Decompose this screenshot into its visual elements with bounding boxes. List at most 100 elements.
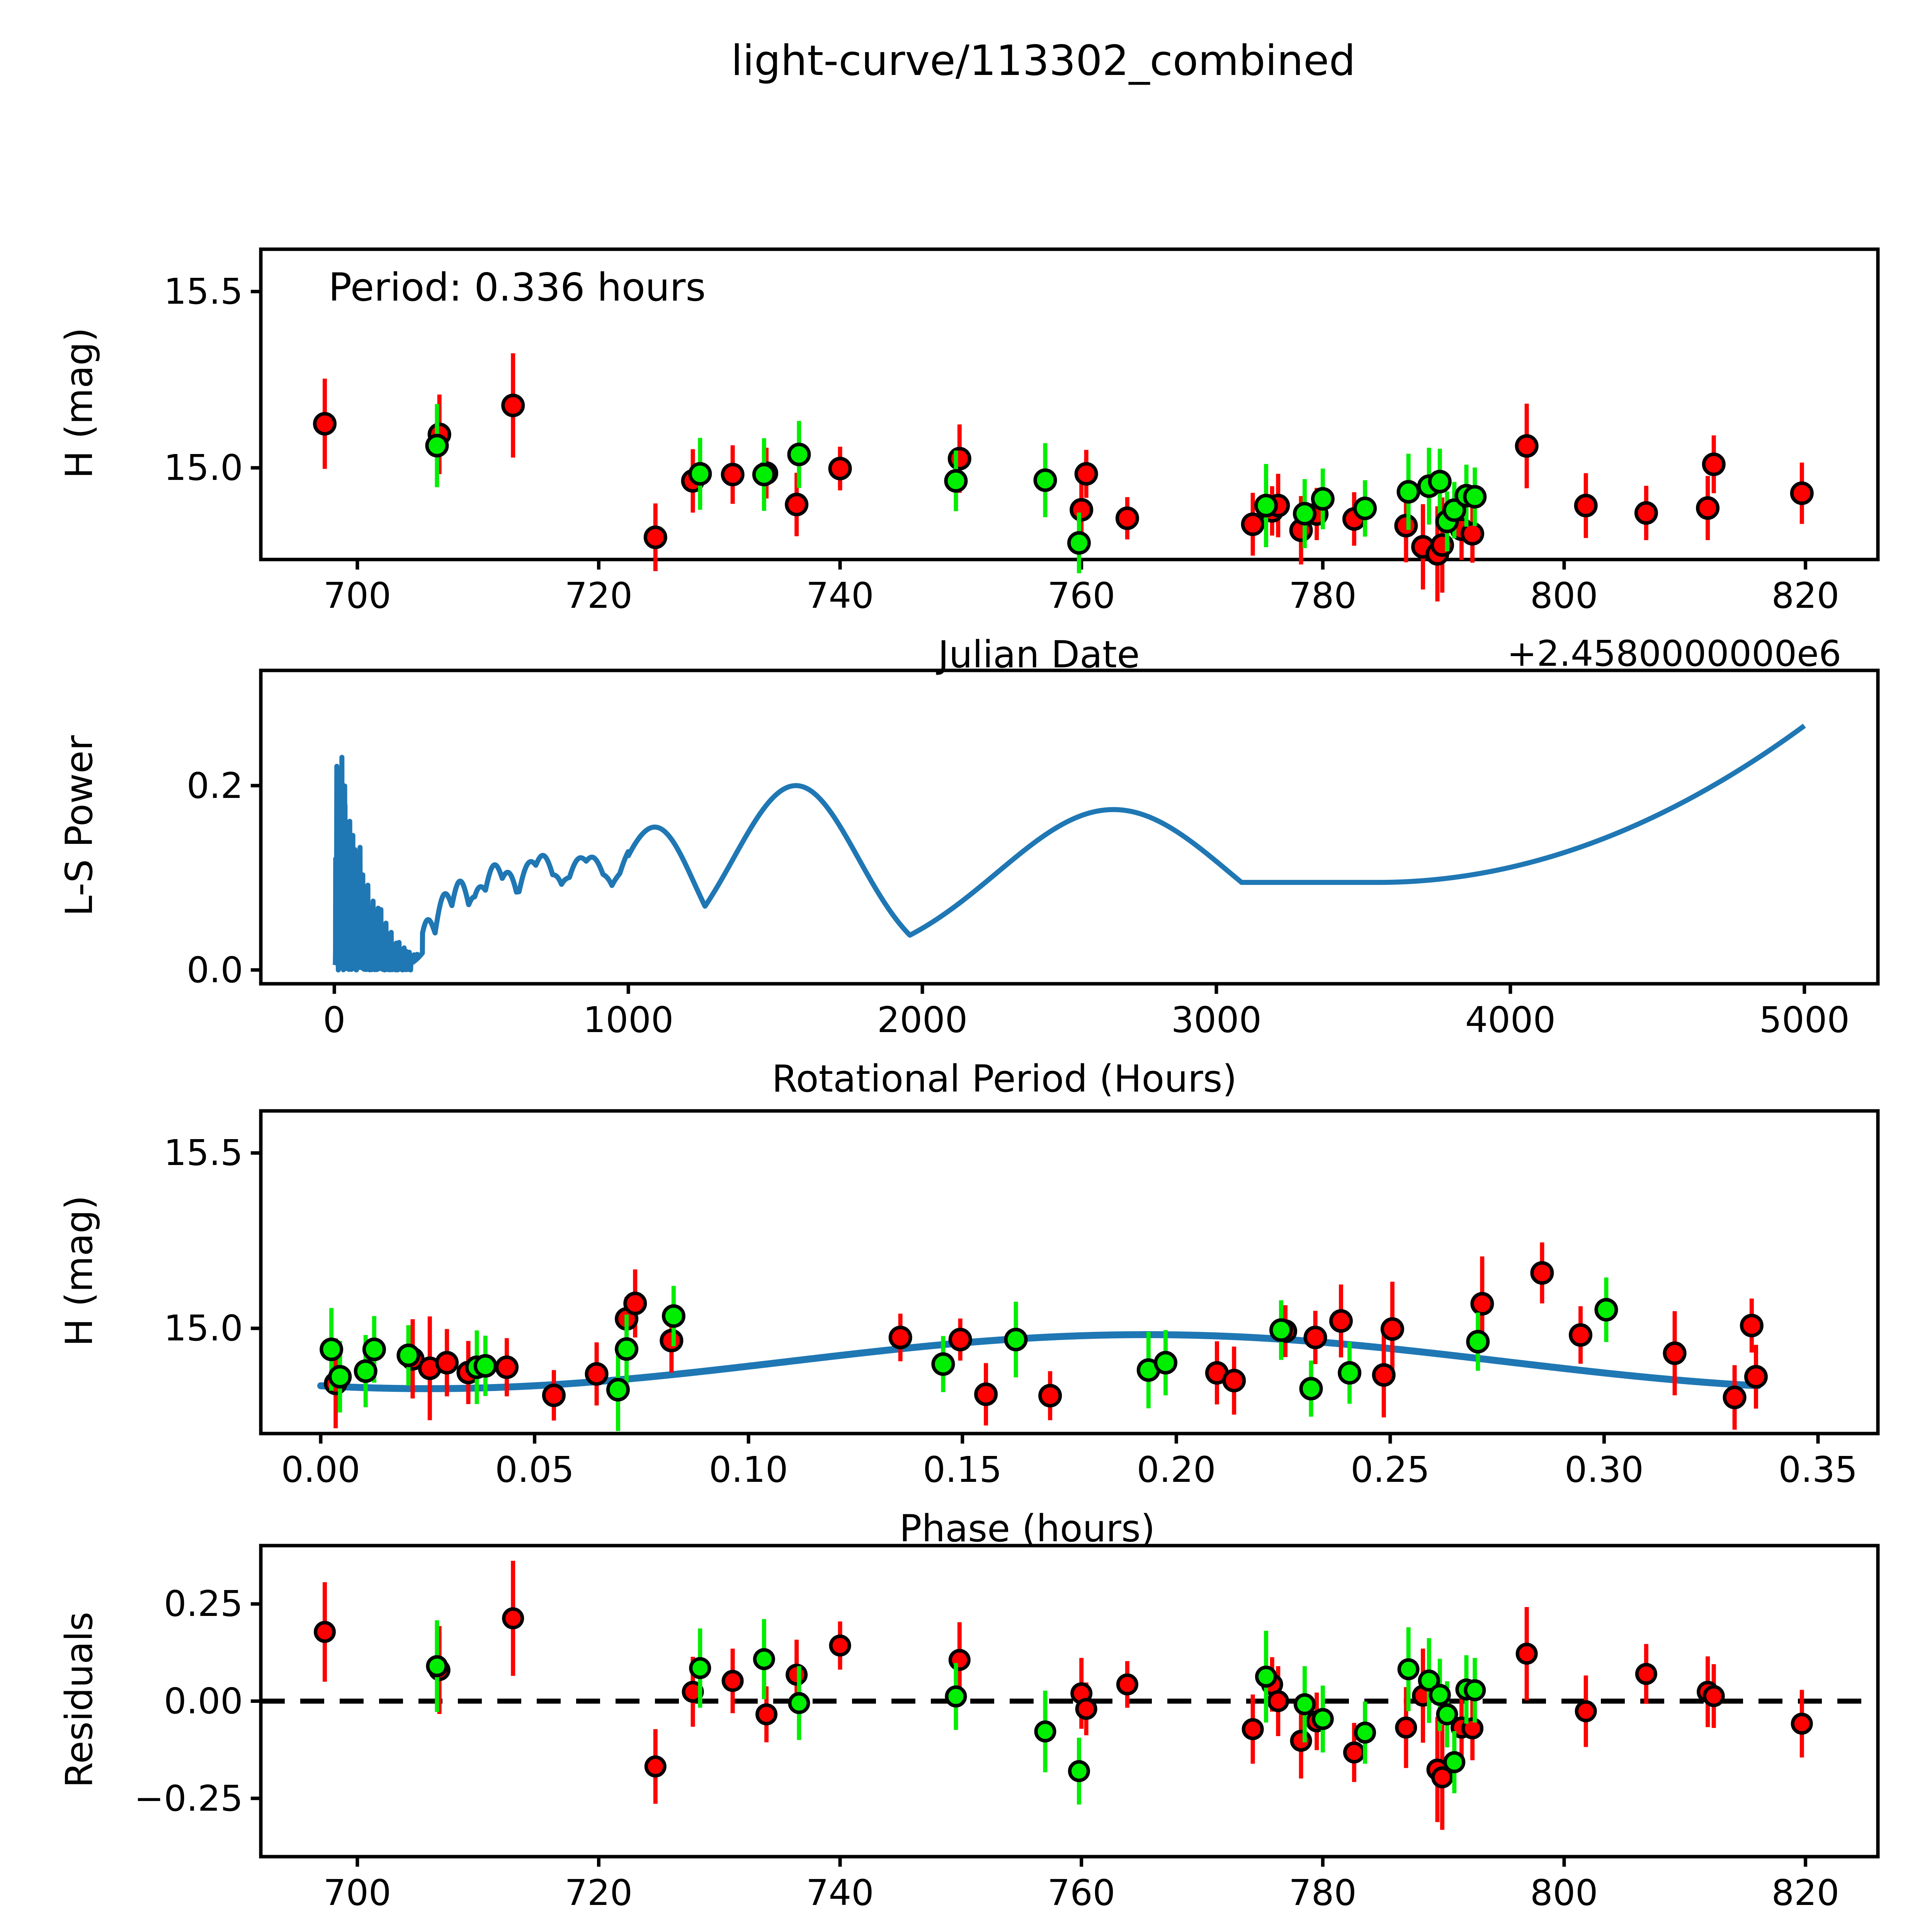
data-point (662, 1304, 685, 1328)
residuals-y-axis-label: Residuals (58, 1611, 101, 1788)
data-point (689, 1657, 711, 1679)
lightcurve-ytick-0: 15.5 (164, 271, 243, 312)
data-point (755, 1703, 778, 1726)
data-point (1575, 1700, 1597, 1723)
data-point (1116, 1673, 1138, 1696)
data-point (1303, 1325, 1327, 1349)
data-point (1033, 468, 1057, 492)
lightcurve-panel (0, 0, 1932, 696)
period-annotation: Period: 0.336 hours (328, 265, 706, 310)
data-point (1241, 512, 1265, 536)
phase-x-axis-label: Phase (hours) (899, 1507, 1155, 1550)
data-point (945, 1685, 967, 1708)
data-point (1790, 481, 1814, 505)
lightcurve-xtick-700: 700 (323, 575, 391, 616)
data-point (1293, 502, 1317, 526)
data-point (1466, 1330, 1490, 1354)
data-point (1574, 493, 1598, 517)
data-point (1354, 1721, 1376, 1744)
periodogram-xtick-3000: 3000 (1171, 999, 1262, 1041)
periodogram-ytick-0: 0.0 (187, 949, 243, 991)
data-point (1569, 1323, 1593, 1347)
phase-xtick-3: 0.15 (923, 1449, 1002, 1490)
data-point (1394, 514, 1418, 537)
data-point (1255, 1665, 1277, 1688)
data-point (1242, 1718, 1264, 1740)
data-point (1395, 1716, 1417, 1739)
phase-xtick-0: 0.00 (281, 1449, 361, 1490)
data-point (931, 1352, 955, 1376)
data-point (542, 1383, 566, 1407)
data-point (1038, 1384, 1062, 1408)
phase-xtick-2: 0.10 (709, 1449, 788, 1490)
data-point (644, 1755, 667, 1778)
data-point (1634, 501, 1658, 525)
figure-title: light-curve/113302_combined (731, 37, 1356, 85)
phase-xtick-6: 0.30 (1564, 1449, 1644, 1490)
data-point (1663, 1341, 1687, 1365)
data-point (354, 1359, 378, 1383)
phase-sine-fit (317, 1331, 1762, 1392)
periodogram-panel (251, 668, 1880, 994)
data-point (1269, 1318, 1293, 1342)
data-point (788, 1692, 810, 1714)
data-point (1530, 1261, 1554, 1285)
data-point (1635, 1663, 1657, 1685)
data-point (1338, 1361, 1362, 1385)
residuals-xtick-720: 720 (565, 1872, 633, 1913)
periodogram-x-axis-label: Rotational Period (Hours) (772, 1057, 1237, 1100)
data-point (643, 526, 667, 549)
data-point (787, 442, 811, 466)
data-point (721, 1670, 744, 1692)
data-point (1429, 1684, 1451, 1706)
data-point (660, 1328, 684, 1352)
data-point (1267, 1690, 1289, 1712)
data-point (623, 1291, 647, 1315)
phase-xtick-5: 0.25 (1350, 1449, 1430, 1490)
data-point (1515, 1643, 1538, 1665)
lightcurve-xtick-800: 800 (1530, 575, 1598, 616)
data-point (1353, 497, 1377, 520)
phase-series-green (320, 1277, 1618, 1431)
data-point (1034, 1720, 1056, 1743)
lightcurve-xtick-820: 820 (1771, 575, 1840, 616)
data-point (1115, 506, 1139, 530)
residuals-series-green (426, 1619, 1486, 1805)
data-point (1397, 1658, 1420, 1680)
data-point (1311, 1708, 1334, 1730)
data-point (473, 1354, 497, 1378)
data-point (1436, 1703, 1458, 1726)
periodogram-frame (251, 668, 1880, 994)
residuals-ytick-0: 0.25 (164, 1583, 243, 1625)
data-point (688, 462, 712, 486)
phase-xtick-4: 0.20 (1136, 1449, 1216, 1490)
residuals-xtick-760: 760 (1047, 1872, 1116, 1913)
data-point (320, 1337, 344, 1361)
data-point (1515, 434, 1539, 458)
data-point (1329, 1309, 1353, 1333)
data-point (615, 1337, 639, 1361)
data-point (948, 1649, 971, 1671)
data-point (362, 1337, 386, 1361)
data-point (1791, 1713, 1813, 1735)
data-point (1740, 1313, 1764, 1337)
data-point (753, 1648, 775, 1670)
periodogram-xtick-5000: 5000 (1759, 999, 1850, 1041)
data-point (313, 412, 337, 436)
lightcurve-series-green (425, 404, 1487, 573)
periodogram-xtick-2000: 2000 (877, 999, 968, 1041)
data-point (606, 1378, 630, 1402)
data-point (426, 1655, 448, 1677)
data-point (1343, 1741, 1366, 1764)
lightcurve-xtick-780: 780 (1289, 575, 1357, 616)
phase-ytick-1: 15.0 (164, 1308, 243, 1349)
data-point (1461, 1717, 1484, 1740)
periodogram-xtick-4000: 4000 (1465, 999, 1556, 1041)
data-point (1418, 1669, 1440, 1692)
data-point (1067, 531, 1091, 555)
lightcurve-xtick-740: 740 (806, 575, 874, 616)
residuals-xtick-820: 820 (1771, 1872, 1840, 1913)
